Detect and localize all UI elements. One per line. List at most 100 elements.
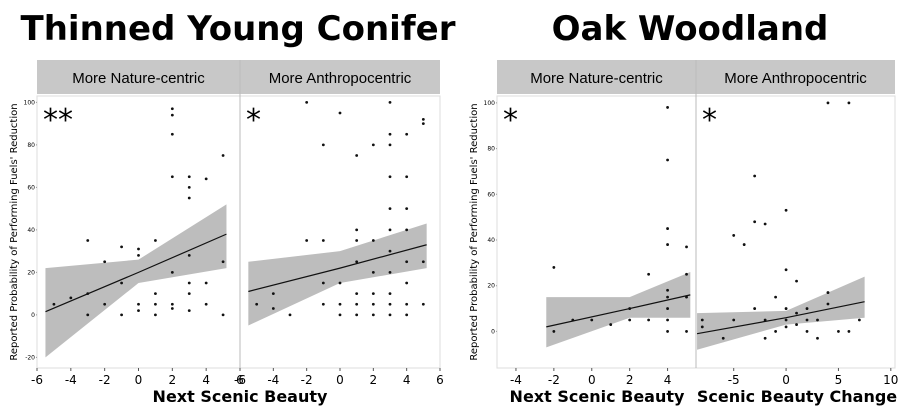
point [137,247,140,251]
point [763,318,767,322]
y-tick-label: 60 [487,191,495,198]
x-tick-label: -6 [234,373,246,387]
point [388,313,392,317]
point [388,100,392,104]
point [795,279,798,283]
point [826,101,830,105]
point [338,281,342,285]
point [721,336,725,340]
point [837,330,840,333]
point [355,228,359,232]
facet-strip-bg [37,60,440,94]
point [103,302,107,306]
point [753,307,757,310]
point [170,175,174,179]
point [552,330,556,333]
point [187,185,191,189]
point [826,302,830,306]
point [685,245,688,249]
x-tick-label: 6 [436,373,444,387]
point [388,143,392,147]
point [204,177,208,181]
point [405,207,409,211]
point [52,302,56,306]
point [170,307,174,310]
point [170,132,174,136]
point [784,268,788,272]
point [421,122,425,126]
point [371,302,375,306]
point [388,228,392,232]
point [204,302,208,306]
figure-title: Oak Woodland [552,9,829,49]
point [666,307,669,310]
point [221,313,225,317]
point [371,270,375,274]
point [784,307,788,310]
point [732,318,736,322]
point [685,295,688,299]
x-tick-label: 2 [626,373,634,387]
y-tick-label: 20 [487,283,495,290]
point [170,302,174,306]
confidence-band [546,272,691,348]
y-tick-label: 40 [487,237,495,244]
x-tick-label: 4 [403,373,411,387]
point [221,154,225,157]
point [405,228,409,232]
x-tick-label: 0 [336,373,344,387]
point [666,106,669,109]
point [405,281,409,285]
point [405,313,409,317]
point [666,288,669,292]
x-axis-label: Next Scenic Beauty [153,387,328,406]
point [371,143,375,147]
point [371,292,375,296]
point [371,239,375,242]
point [763,222,767,226]
x-tick-label: 2 [169,373,177,387]
x-tick-label: 0 [588,373,596,387]
point [805,318,809,322]
point [628,318,632,322]
y-tick-label: 100 [24,99,36,106]
point [784,325,788,329]
point [805,330,809,333]
point [388,175,392,179]
point [647,272,651,276]
fit-line [45,233,227,313]
point [86,313,90,317]
point [271,292,275,296]
point [784,318,788,322]
significance: * [702,103,717,138]
point [405,132,409,136]
point [552,266,556,269]
point [421,302,425,306]
point [305,239,309,242]
point [86,239,90,242]
x-tick-label: -6 [31,373,43,387]
point [421,260,425,264]
x-tick-label: 2 [370,373,378,387]
x-tick-label: 5 [835,373,843,387]
point [388,292,392,296]
point [700,318,704,322]
point [666,227,669,230]
point [355,292,359,296]
point [355,260,359,264]
y-tick-label: 40 [27,227,35,234]
point [763,336,767,340]
confidence-band [697,276,865,350]
panel-bg [36,95,441,369]
y-axis-label: Reported Probability of Performing Fuels… [9,103,20,360]
point [666,158,669,162]
point [187,196,191,200]
figure-title: Thinned Young Conifer [21,9,456,49]
facet-label: More Anthropocentric [269,70,412,87]
point [355,302,359,306]
point [305,100,309,104]
point [137,309,140,313]
point [120,313,123,317]
point [170,107,174,111]
